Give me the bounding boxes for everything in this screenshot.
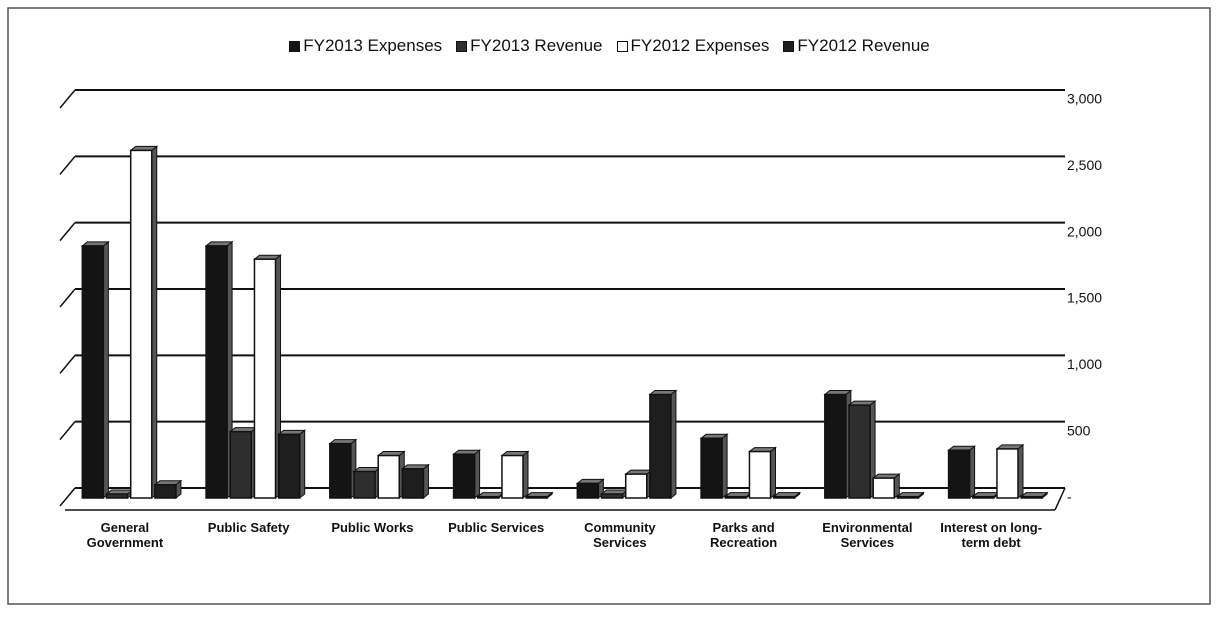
bar: [229, 430, 253, 499]
bar-side: [102, 240, 109, 500]
bar-side: [670, 389, 677, 500]
legend: FY2013 Expenses FY2013 Revenue FY2012 Expe…: [0, 36, 1219, 56]
legend-label: FY2012 Revenue: [797, 36, 930, 55]
x-tick-label: Environmental Services: [822, 520, 913, 550]
grid-depth: [59, 155, 76, 175]
y-tick-label: 2,500: [1067, 157, 1102, 173]
legend-item: FY2013 Revenue: [456, 36, 603, 56]
y-tick-label: 500: [1067, 422, 1091, 438]
grid-depth: [59, 288, 76, 308]
bar: [748, 450, 772, 499]
bar: [624, 473, 648, 499]
x-tick-label: Parks and Recreation: [710, 520, 778, 550]
x-tick-label: General Government: [86, 520, 164, 550]
legend-swatch: [456, 40, 468, 52]
bar: [848, 404, 871, 499]
grid-depth: [59, 222, 76, 242]
bar: [329, 442, 352, 499]
legend-item: FY2012 Expenses: [616, 36, 770, 56]
y-tick-label: 1,000: [1067, 356, 1102, 372]
legend-label: FY2013 Revenue: [470, 36, 603, 55]
legend-swatch: [289, 40, 301, 52]
bar: [724, 495, 748, 499]
bar: [896, 495, 920, 499]
chart-frame: [7, 7, 1211, 605]
bar-side: [151, 145, 158, 500]
bar: [772, 495, 796, 499]
grid-depth: [59, 89, 76, 109]
legend-label: FY2013 Expenses: [303, 36, 443, 55]
legend-item: FY2012 Revenue: [783, 36, 930, 56]
legend-label: FY2012 Expenses: [630, 36, 770, 55]
bar: [81, 245, 105, 499]
bar: [700, 437, 723, 499]
legend-item: FY2013 Expenses: [289, 36, 442, 56]
bar: [947, 449, 971, 499]
bar: [353, 470, 376, 499]
bar: [401, 468, 425, 499]
bar: [824, 393, 847, 499]
bar: [129, 149, 153, 499]
bar-side: [1017, 443, 1024, 500]
bar: [525, 495, 548, 499]
legend-swatch: [616, 40, 628, 52]
x-tick-label: Public Works: [331, 520, 414, 535]
bar: [501, 454, 524, 499]
bar-side: [769, 446, 776, 500]
bar: [1020, 495, 1043, 499]
y-tick-label: 1,500: [1067, 290, 1102, 306]
bar: [477, 495, 500, 499]
x-tick-label: Interest on long-term debt: [940, 520, 1043, 550]
grid-depth: [59, 421, 76, 441]
y-tick-label: 3,000: [1067, 91, 1102, 107]
legend-swatch: [783, 40, 795, 52]
bar: [600, 493, 624, 499]
bar: [972, 495, 995, 499]
bar: [996, 448, 1019, 499]
bar: [649, 393, 672, 499]
bar: [105, 493, 129, 499]
x-tick-label: Community Services: [584, 520, 656, 550]
bar: [872, 477, 895, 499]
x-tick-label: Public Services: [448, 520, 545, 535]
x-tick-label: Public Safety: [207, 520, 290, 535]
bar: [452, 453, 476, 499]
grid-depth: [59, 487, 76, 507]
bar: [253, 258, 277, 499]
bar-side: [522, 450, 529, 500]
floor-edge: [1054, 487, 1066, 511]
bar: [277, 433, 301, 499]
bar: [154, 483, 177, 499]
bar: [205, 245, 228, 499]
grid-depth: [59, 354, 76, 374]
bar: [377, 454, 400, 499]
bar: [576, 482, 600, 499]
y-tick-label: 2,000: [1067, 223, 1102, 239]
y-tick-label: -: [1067, 489, 1072, 505]
